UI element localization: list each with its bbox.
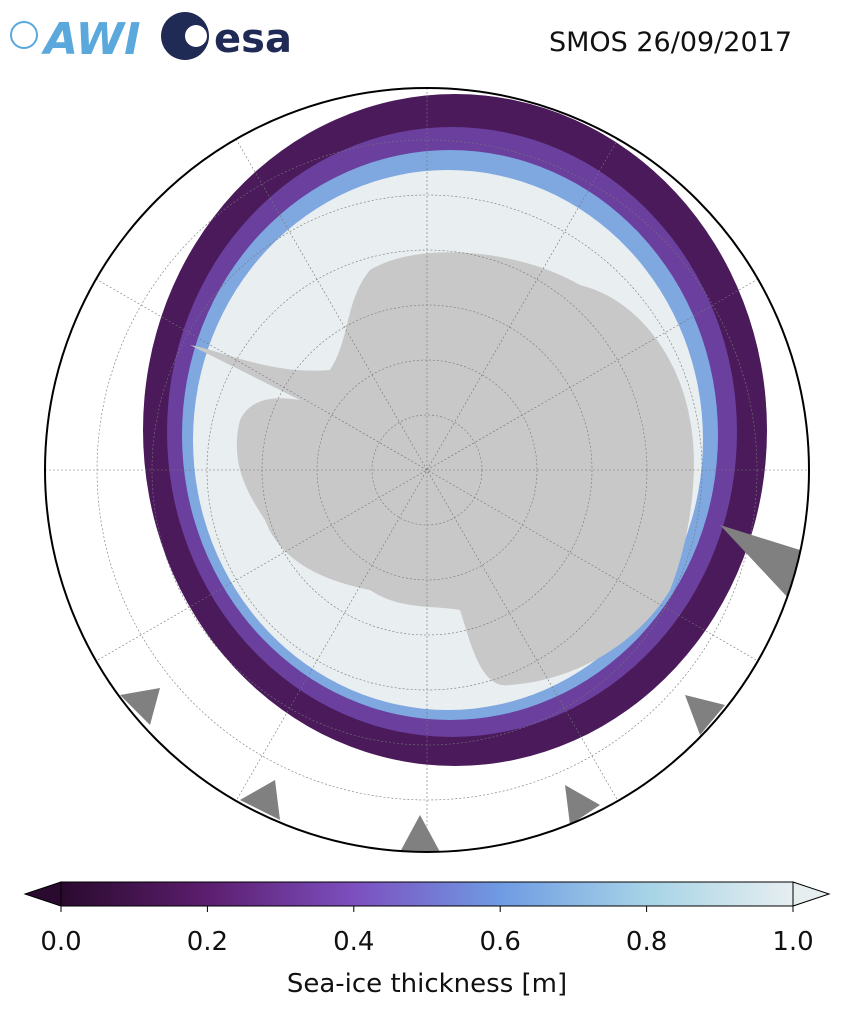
colorbar-extend-high [792, 881, 831, 907]
colorbar-label: Sea-ice thickness [m] [287, 969, 567, 999]
colorbar-tick-label: 0.6 [480, 927, 521, 957]
colorbar: 0.0 0.2 0.4 0.6 0.8 1.0 [23, 881, 831, 957]
awi-logo: AWI [10, 14, 141, 65]
colorbar-tick-label: 1.0 [772, 927, 813, 957]
colorbar-tick-label: 0.0 [40, 927, 81, 957]
colorbar-tick-label: 0.8 [626, 927, 667, 957]
esa-text: esa [214, 16, 292, 62]
antarctica [190, 252, 694, 686]
map [45, 88, 809, 852]
land-outside [120, 525, 800, 852]
colorbar-tick-label: 0.2 [187, 927, 228, 957]
colorbar-ramp [60, 881, 794, 907]
graticule [45, 88, 809, 852]
colorbar-tick-label: 0.4 [333, 927, 374, 957]
awi-text: AWI [41, 14, 141, 65]
colorbar-extend-low [23, 881, 62, 907]
map-frame [44, 87, 810, 853]
esa-logo: esa [161, 12, 292, 62]
map-title: SMOS 26/09/2017 [549, 27, 792, 58]
